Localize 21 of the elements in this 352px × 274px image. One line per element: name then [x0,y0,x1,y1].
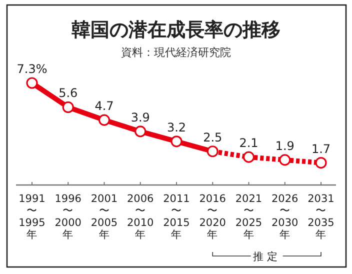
data-label: 1.7 [311,142,331,156]
data-label: 7.3% [16,62,48,76]
x-tick-label: 2006 〜 2010 年 [127,193,154,241]
text: 推定 [252,250,281,263]
x-tick-label: 2026 〜 2030 年 [272,193,299,241]
chart-title: 韓国の潜在成長率の推移 [72,19,280,41]
x-tick-label: 1991 〜 1995 年 [18,193,46,241]
data-label: 5.6 [58,86,78,100]
x-tick-label: 2021 〜 2025 年 [235,193,262,241]
x-tick-label: 2011 〜 2015 年 [163,193,190,241]
data-label: 4.7 [94,99,114,114]
data-label: 1.9 [275,138,294,153]
x-tick-label: 2001 〜 2005 年 [90,193,118,241]
data-label: 3.9 [130,110,150,124]
chart-subtitle: 資料：現代経済研究院 [121,46,231,59]
x-tick-label: 2031 〜 2035 年 [308,193,334,241]
x-tick-label: 2016 〜 2020 年 [199,193,226,241]
x-tick-label: 1996 〜 2000 年 [54,193,82,241]
data-label: 3.2 [166,120,186,134]
data-label: 2.5 [203,130,222,144]
data-label: 2.1 [239,136,258,150]
